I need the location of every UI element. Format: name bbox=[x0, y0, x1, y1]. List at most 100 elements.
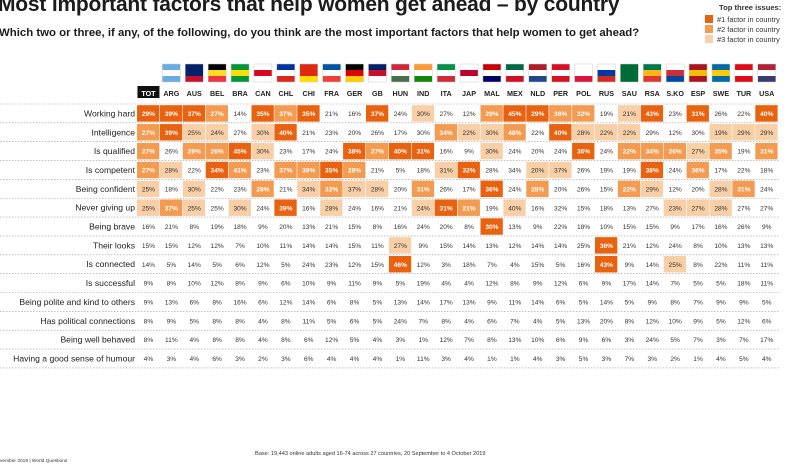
cell-value: 30% bbox=[417, 130, 430, 137]
cell-value: 35% bbox=[714, 149, 727, 156]
rank-cell bbox=[343, 161, 366, 179]
cell-value: 15% bbox=[348, 243, 361, 250]
rank-cell bbox=[137, 161, 160, 179]
cell-value: 38% bbox=[646, 168, 659, 175]
rank-cell bbox=[617, 105, 641, 122]
cell-value: 36% bbox=[577, 149, 590, 156]
flag-outline bbox=[528, 63, 547, 83]
flag-band-top bbox=[689, 64, 708, 70]
cell-value: 10% bbox=[188, 281, 201, 288]
flag-band-bottom bbox=[574, 76, 593, 82]
flag-outline bbox=[230, 63, 250, 83]
cell-value: 15% bbox=[646, 224, 659, 231]
cell-value: 9% bbox=[327, 281, 337, 288]
cell-value: 29% bbox=[737, 130, 750, 137]
cell-value: 5% bbox=[373, 318, 383, 325]
rank-cell bbox=[251, 124, 274, 141]
flag-band-bottom bbox=[299, 76, 318, 82]
cell-value: 4% bbox=[464, 356, 474, 363]
flag-band-bottom bbox=[666, 76, 685, 82]
cell-value: 27% bbox=[142, 130, 155, 137]
flag-outline bbox=[345, 63, 364, 83]
cell-value: 37% bbox=[165, 205, 178, 212]
cell-value: 24% bbox=[302, 262, 315, 269]
cell-value: 16% bbox=[371, 205, 384, 212]
rank-cell bbox=[549, 105, 572, 122]
cell-value: 12% bbox=[737, 318, 750, 325]
flag-band-top bbox=[482, 64, 501, 70]
cell-value: 4% bbox=[716, 356, 726, 363]
cell-value: 4% bbox=[189, 337, 199, 344]
rank-cell bbox=[640, 142, 664, 160]
rank-cell bbox=[595, 237, 618, 254]
cell-value: 14% bbox=[417, 300, 430, 307]
cell-value: 11% bbox=[508, 300, 521, 307]
flag-outline bbox=[620, 63, 639, 83]
cell-value: 22% bbox=[623, 186, 636, 193]
flag-band-mid bbox=[276, 70, 295, 76]
cell-value: 6% bbox=[579, 281, 589, 288]
cell-value: 5% bbox=[670, 337, 680, 344]
cell-value: 26% bbox=[577, 186, 590, 193]
cell-value: 6% bbox=[304, 337, 314, 344]
cell-value: 5% bbox=[693, 281, 703, 288]
cell-value: 1% bbox=[396, 356, 406, 363]
cell-value: 6% bbox=[762, 318, 772, 325]
cell-value: 3% bbox=[625, 337, 635, 344]
cell-value: 27% bbox=[142, 168, 155, 175]
cell-value: 9% bbox=[144, 281, 154, 288]
cell-value: 21% bbox=[165, 224, 178, 231]
rank-cell bbox=[755, 105, 778, 122]
column-header: RSA bbox=[645, 89, 660, 98]
cell-value: 20% bbox=[531, 149, 544, 156]
cell-value: 9% bbox=[762, 224, 772, 231]
cell-value: 3% bbox=[441, 262, 451, 269]
cell-value: 4% bbox=[350, 356, 360, 363]
flag-band-mid bbox=[391, 70, 410, 76]
rank-cell bbox=[205, 142, 228, 160]
cell-value: 5% bbox=[189, 318, 199, 325]
cell-value: 18% bbox=[737, 281, 750, 288]
cell-value: 14% bbox=[188, 262, 201, 269]
cell-value: 27% bbox=[233, 130, 246, 137]
cell-value: 31% bbox=[760, 149, 773, 156]
rank-cell bbox=[663, 256, 686, 273]
cell-value: 30% bbox=[256, 130, 269, 137]
cell-value: 8% bbox=[693, 262, 703, 269]
cell-value: 37% bbox=[279, 111, 292, 118]
cell-value: 9% bbox=[144, 300, 154, 307]
rank-cell bbox=[274, 199, 297, 216]
rank-cell bbox=[228, 199, 251, 216]
cell-value: 27% bbox=[440, 111, 453, 118]
rank-cell bbox=[686, 105, 709, 122]
cell-value: 8% bbox=[235, 281, 245, 288]
cell-value: 14% bbox=[531, 300, 544, 307]
cell-value: 14% bbox=[531, 243, 544, 250]
row-label: Being confident bbox=[76, 184, 136, 194]
rank-cell bbox=[411, 199, 435, 216]
rank-cell bbox=[388, 142, 412, 160]
flag-outline bbox=[436, 63, 456, 83]
cell-value: 5% bbox=[281, 262, 291, 269]
flag-band-top bbox=[528, 64, 547, 70]
flag-outline bbox=[551, 63, 570, 83]
cell-value: 13% bbox=[623, 205, 636, 212]
cell-value: 6% bbox=[212, 356, 222, 363]
cell-value: 24% bbox=[394, 111, 407, 118]
cell-value: 2% bbox=[258, 356, 268, 363]
flag-band-mid bbox=[231, 70, 250, 76]
flag-band-top bbox=[231, 64, 250, 70]
cell-value: 24% bbox=[325, 149, 338, 156]
cell-value: 5% bbox=[739, 356, 749, 363]
column-header: USA bbox=[759, 89, 774, 98]
column-header: BRA bbox=[232, 89, 248, 98]
cell-value: 7% bbox=[670, 281, 680, 288]
column-header: ITA bbox=[441, 89, 452, 98]
cell-value: 6% bbox=[350, 318, 360, 325]
cell-value: 31% bbox=[417, 149, 430, 156]
cell-value: 21% bbox=[325, 224, 338, 231]
cell-value: 38% bbox=[348, 149, 361, 156]
flag-band-top bbox=[711, 64, 730, 70]
cell-value: 9% bbox=[625, 262, 635, 269]
cell-value: 18% bbox=[462, 262, 475, 269]
